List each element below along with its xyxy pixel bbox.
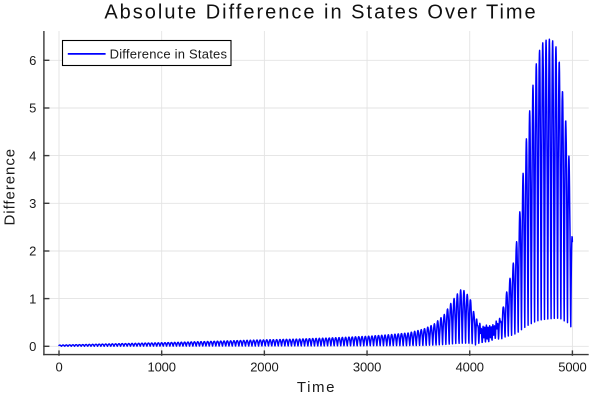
svg-text:0: 0	[55, 359, 62, 374]
svg-text:1: 1	[29, 291, 36, 306]
svg-text:Time: Time	[297, 379, 336, 396]
svg-text:3: 3	[29, 196, 36, 211]
svg-text:Difference in States: Difference in States	[110, 47, 228, 62]
svg-text:Difference: Difference	[2, 148, 19, 226]
svg-text:Absolute Difference in States: Absolute Difference in States Over Time	[104, 2, 537, 24]
svg-text:1000: 1000	[148, 359, 176, 374]
svg-text:3000: 3000	[353, 359, 381, 374]
svg-text:5: 5	[29, 101, 36, 116]
svg-text:0: 0	[29, 339, 36, 354]
svg-text:2: 2	[29, 244, 36, 259]
svg-text:6: 6	[29, 53, 36, 68]
svg-text:4000: 4000	[456, 359, 484, 374]
svg-text:2000: 2000	[250, 359, 278, 374]
svg-text:4: 4	[29, 148, 36, 163]
svg-text:5000: 5000	[558, 359, 586, 374]
